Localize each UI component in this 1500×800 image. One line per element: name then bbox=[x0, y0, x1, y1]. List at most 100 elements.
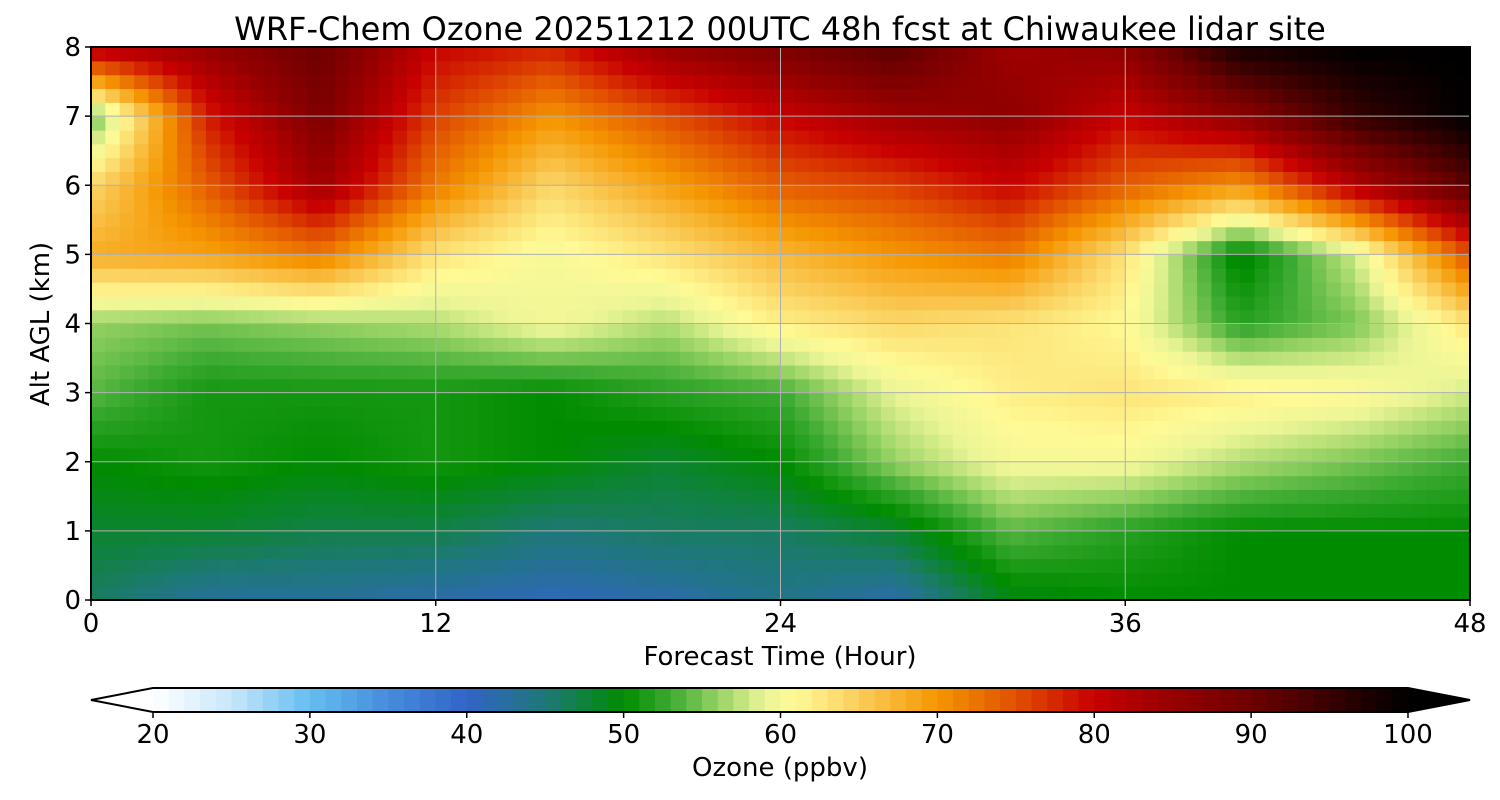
heatmap-cell bbox=[665, 60, 681, 76]
heatmap-cell bbox=[435, 530, 451, 546]
heatmap-cell bbox=[91, 351, 106, 366]
heatmap-cell bbox=[809, 351, 825, 366]
heatmap-cell bbox=[1326, 199, 1342, 214]
heatmap-cell bbox=[205, 351, 221, 366]
heatmap-cell bbox=[794, 116, 810, 131]
heatmap-cell bbox=[565, 309, 580, 325]
heatmap-cell bbox=[277, 351, 293, 366]
heatmap-cell bbox=[766, 116, 782, 131]
heatmap-cell bbox=[967, 226, 983, 242]
heatmap-cell bbox=[1426, 295, 1442, 311]
heatmap-cell bbox=[1182, 60, 1198, 76]
heatmap-cell bbox=[191, 116, 207, 131]
heatmap-cell bbox=[1182, 309, 1198, 325]
heatmap-cell bbox=[263, 171, 279, 186]
heatmap-cell bbox=[1096, 60, 1112, 76]
heatmap-cell bbox=[1168, 489, 1184, 504]
heatmap-cell bbox=[392, 185, 408, 200]
heatmap-cell bbox=[392, 489, 408, 504]
heatmap-cell bbox=[507, 268, 523, 283]
heatmap-cell bbox=[292, 392, 308, 408]
heatmap-cell bbox=[1441, 282, 1457, 297]
heatmap-cell bbox=[723, 60, 738, 76]
heatmap-cell bbox=[952, 351, 968, 366]
heatmap-cell bbox=[162, 434, 178, 449]
heatmap-cell bbox=[134, 185, 150, 200]
heatmap-cell bbox=[823, 351, 839, 366]
heatmap-cell bbox=[521, 544, 537, 560]
heatmap-cell bbox=[1383, 364, 1399, 380]
heatmap-cell bbox=[579, 447, 595, 463]
heatmap-cell bbox=[493, 337, 509, 352]
heatmap-cell bbox=[234, 157, 250, 173]
heatmap-cell bbox=[1369, 434, 1385, 449]
heatmap-cell bbox=[450, 572, 466, 587]
heatmap-cell bbox=[565, 116, 580, 131]
heatmap-cell bbox=[837, 129, 853, 145]
heatmap-cell bbox=[1297, 74, 1313, 90]
heatmap-cell bbox=[593, 544, 609, 560]
heatmap-cell bbox=[521, 116, 537, 131]
heatmap-cell bbox=[1096, 212, 1112, 228]
heatmap-cell bbox=[1197, 475, 1213, 490]
heatmap-cell bbox=[608, 489, 624, 504]
heatmap-cell bbox=[521, 74, 537, 90]
heatmap-cell bbox=[392, 503, 408, 518]
heatmap-cell bbox=[679, 185, 695, 200]
heatmap-cell bbox=[1182, 212, 1198, 228]
heatmap-cell bbox=[995, 378, 1011, 394]
heatmap-cell bbox=[91, 47, 106, 62]
colorbar-segment bbox=[1329, 688, 1346, 712]
heatmap-cell bbox=[1426, 143, 1442, 159]
heatmap-cell bbox=[134, 378, 150, 394]
heatmap-cell bbox=[1125, 212, 1141, 228]
heatmap-cell bbox=[550, 282, 566, 297]
heatmap-cell bbox=[521, 364, 537, 380]
heatmap-cell bbox=[1240, 475, 1256, 490]
heatmap-cell bbox=[435, 475, 451, 490]
heatmap-cell bbox=[191, 129, 207, 145]
heatmap-cell bbox=[895, 530, 911, 546]
heatmap-cell bbox=[1110, 392, 1126, 408]
heatmap-cell bbox=[679, 530, 695, 546]
heatmap-cell bbox=[450, 309, 466, 325]
heatmap-cell bbox=[823, 226, 839, 242]
heatmap-cell bbox=[952, 461, 968, 477]
heatmap-cell bbox=[852, 143, 868, 159]
heatmap-cell bbox=[622, 364, 638, 380]
heatmap-cell bbox=[292, 544, 308, 560]
heatmap-cell bbox=[1326, 323, 1342, 338]
heatmap-cell bbox=[622, 129, 638, 145]
heatmap-cell bbox=[1197, 420, 1213, 435]
heatmap-cell bbox=[1383, 434, 1399, 449]
heatmap-cell bbox=[1082, 129, 1098, 145]
heatmap-cell bbox=[536, 185, 552, 200]
colorbar-tick-label: 70 bbox=[921, 720, 954, 750]
heatmap-cell bbox=[952, 212, 968, 228]
heatmap-cell bbox=[1182, 185, 1198, 200]
heatmap-cell bbox=[723, 378, 738, 394]
heatmap-cell bbox=[292, 143, 308, 159]
heatmap-cell bbox=[1455, 392, 1470, 408]
heatmap-cell bbox=[679, 558, 695, 573]
heatmap-cell bbox=[1067, 171, 1083, 186]
heatmap-cell bbox=[679, 88, 695, 103]
heatmap-cell bbox=[335, 102, 351, 117]
heatmap-cell bbox=[1168, 47, 1184, 62]
heatmap-cell bbox=[1398, 116, 1414, 131]
heatmap-cell bbox=[622, 102, 638, 117]
heatmap-cell bbox=[1153, 364, 1169, 380]
heatmap-cell bbox=[378, 337, 394, 352]
heatmap-cell bbox=[1082, 212, 1098, 228]
heatmap-cell bbox=[1326, 392, 1342, 408]
heatmap-cell bbox=[651, 530, 667, 546]
heatmap-cell bbox=[995, 337, 1011, 352]
heatmap-cell bbox=[105, 199, 121, 214]
heatmap-cell bbox=[708, 392, 724, 408]
heatmap-cell bbox=[723, 447, 738, 463]
heatmap-cell bbox=[852, 461, 868, 477]
heatmap-cell bbox=[651, 392, 667, 408]
heatmap-cell bbox=[952, 171, 968, 186]
heatmap-cell bbox=[292, 240, 308, 255]
heatmap-cell bbox=[881, 489, 897, 504]
